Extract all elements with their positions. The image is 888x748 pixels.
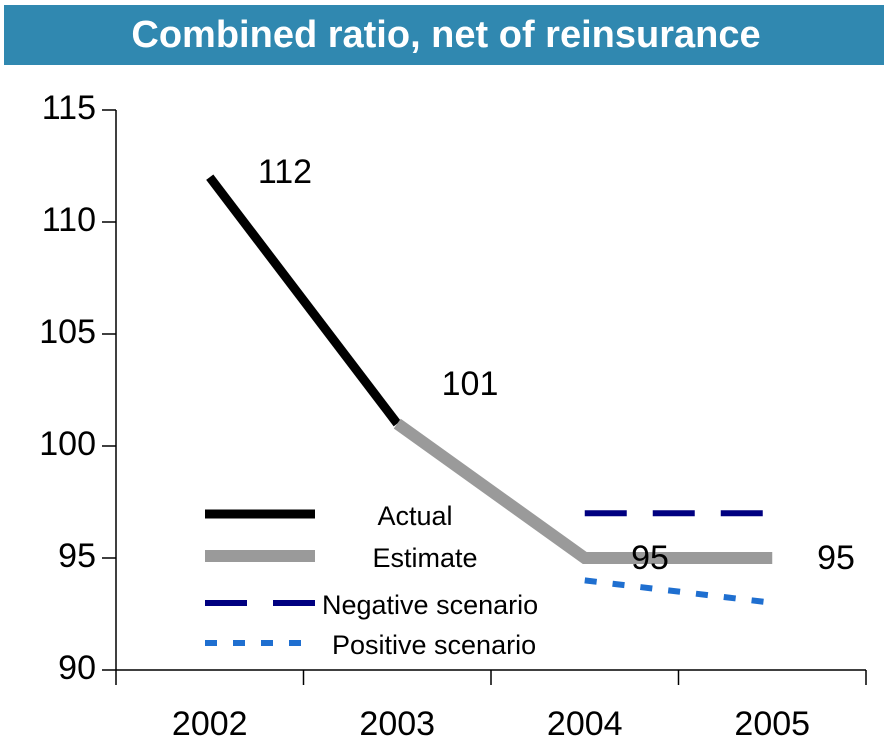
data-label: 95: [631, 539, 669, 577]
legend-label: Estimate: [372, 543, 477, 573]
x-tick-label: 2003: [359, 705, 435, 743]
data-label: 112: [258, 153, 312, 191]
x-tick-label: 2004: [547, 705, 623, 743]
series-line: [584, 577, 773, 606]
series-line: [206, 174, 401, 427]
series-line: [393, 418, 773, 564]
chart-title: Combined ratio, net of reinsurance: [131, 14, 760, 56]
legend-label: Positive scenario: [332, 630, 536, 660]
data-label: 95: [817, 539, 855, 577]
legend-label: Negative scenario: [322, 590, 538, 620]
y-tick-label: 100: [39, 425, 96, 463]
y-tick-label: 115: [42, 89, 96, 127]
x-tick-label: 2005: [734, 705, 810, 743]
y-tick-label: 105: [39, 313, 96, 351]
y-tick-label: 95: [58, 537, 96, 575]
data-label: 101: [442, 365, 499, 403]
x-tick-label: 2002: [172, 705, 248, 743]
y-tick-label: 90: [58, 649, 96, 687]
title-bar: [4, 5, 884, 65]
y-tick-label: 110: [42, 201, 96, 239]
legend-label: Actual: [377, 501, 452, 531]
